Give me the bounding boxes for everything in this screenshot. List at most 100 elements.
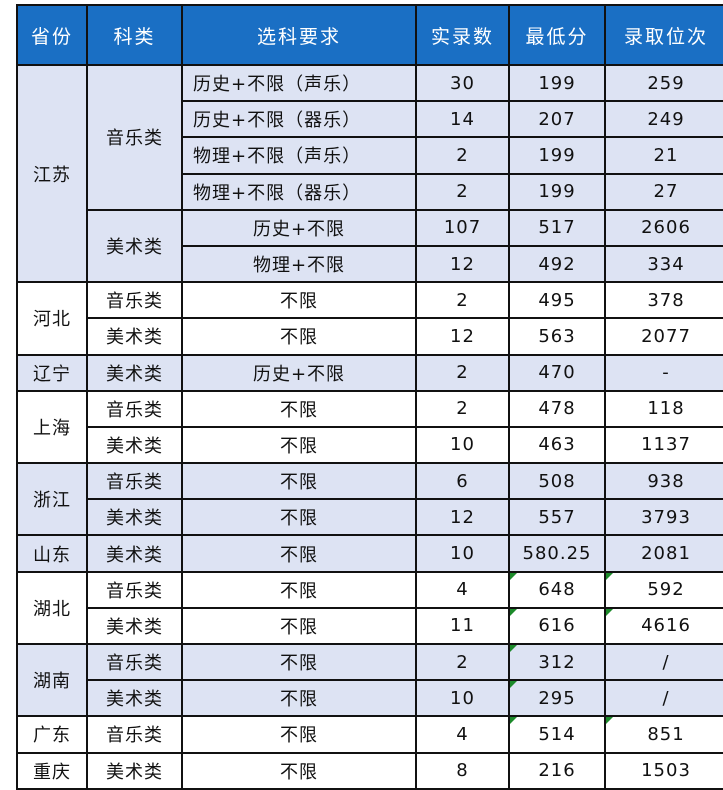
count-cell: 12	[415, 317, 510, 356]
min-score-cell: 199	[508, 63, 606, 103]
requirement-cell: 不限	[181, 498, 417, 537]
category-cell: 美术类	[86, 208, 183, 284]
min-score-cell: 517	[508, 208, 606, 247]
rank-cell: 4616	[604, 606, 723, 646]
count-cell: 12	[415, 498, 510, 537]
rank-cell: 334	[604, 244, 723, 284]
count-cell: 2	[415, 389, 510, 428]
header-min-score: 最低分	[508, 4, 606, 66]
category-cell: 音乐类	[86, 64, 183, 211]
table-row: 物理+不限（器乐） 2 199 27	[17, 172, 723, 211]
min-score-cell: 580.25	[508, 534, 606, 573]
table-row: 河北 音乐类 不限 2 495 378	[16, 281, 723, 356]
table-row: 美术类 不限 10 295/	[17, 679, 723, 718]
count-cell: 2	[415, 281, 510, 320]
table-row: 美术类 不限 10 463 1137	[17, 425, 723, 465]
min-score-cell: 616	[508, 606, 606, 646]
table-row: 江苏 音乐类 历史+不限（声乐） 30 199 259	[16, 63, 723, 284]
category-cell: 音乐类	[86, 715, 183, 754]
category-cell: 美术类	[86, 353, 183, 392]
requirement-cell: 历史+不限	[181, 208, 417, 247]
table-row: 物理+不限（声乐） 2 199 21	[17, 136, 723, 175]
requirement-cell: 不限	[181, 425, 417, 465]
province-cell: 浙江	[16, 462, 88, 537]
count-cell: 2	[415, 172, 510, 211]
count-cell: 10	[415, 534, 510, 573]
rank-cell: 21	[604, 136, 723, 175]
rank-cell: 2606	[604, 208, 723, 247]
min-score-cell: 508	[508, 462, 606, 501]
requirement-cell: 不限	[181, 751, 417, 790]
table-row: 湖北 音乐类 不限 4 648 592	[16, 570, 723, 646]
table-row: 广东 音乐类 不限 4 514 851	[16, 715, 723, 754]
header-rank: 录取位次	[604, 4, 723, 66]
province-cell: 辽宁	[16, 353, 88, 392]
min-score-cell: 470	[508, 353, 606, 392]
rank-cell: 1503	[604, 751, 723, 790]
table-row: 山东 美术类 不限 10 580.25 2081	[16, 534, 723, 573]
rank-cell: 3793	[604, 498, 723, 537]
table-row: 重庆 美术类 不限 8 216 1503	[16, 751, 723, 790]
min-score-cell: 295	[508, 679, 606, 718]
requirement-cell: 历史+不限	[181, 353, 417, 392]
table-row: 美术类 不限 12 557 3793	[17, 498, 723, 537]
category-cell: 美术类	[86, 425, 183, 465]
min-score-cell: 216	[508, 751, 606, 790]
requirement-cell: 物理+不限（声乐）	[181, 136, 417, 175]
header-category: 科类	[86, 4, 183, 66]
count-cell: 107	[415, 208, 510, 247]
province-cell: 江苏	[16, 63, 88, 284]
category-cell: 音乐类	[86, 642, 183, 682]
requirement-cell: 物理+不限（器乐）	[181, 172, 417, 211]
requirement-cell: 历史+不限（器乐）	[181, 100, 417, 139]
province-cell: 湖北	[16, 570, 88, 646]
count-cell: 30	[415, 63, 510, 103]
header-province: 省份	[16, 4, 88, 66]
requirement-cell: 不限	[181, 317, 417, 356]
count-cell: 11	[415, 606, 510, 646]
min-score-cell: 648	[508, 570, 606, 609]
province-cell: 山东	[16, 534, 88, 573]
min-score-cell: 557	[508, 498, 606, 537]
rank-cell: 2081	[604, 534, 723, 573]
min-score-cell: 563	[508, 317, 606, 356]
rank-cell: 249	[604, 100, 723, 139]
count-cell: 12	[415, 244, 510, 284]
rank-cell: 2077	[604, 317, 723, 356]
rank-cell: /	[604, 679, 723, 718]
table-row: 美术类 不限 12 563 2077	[17, 317, 723, 356]
requirement-cell: 不限	[181, 281, 417, 320]
rank-cell: 118	[604, 389, 723, 428]
category-cell: 美术类	[86, 606, 183, 646]
category-cell: 美术类	[86, 317, 183, 356]
requirement-cell: 不限	[181, 570, 417, 609]
admission-table: 省份 科类 选科要求 实录数 最低分 录取位次 江苏 音乐类 历史+不限（声乐） 30…	[16, 4, 723, 790]
requirement-cell: 物理+不限	[181, 244, 417, 284]
min-score-cell: 207	[508, 100, 606, 139]
count-cell: 4	[415, 570, 510, 609]
count-cell: 6	[415, 462, 510, 501]
category-cell: 美术类	[86, 534, 183, 573]
province-cell: 上海	[16, 389, 88, 465]
rank-cell: 1137	[604, 425, 723, 465]
category-cell: 美术类	[86, 751, 183, 790]
min-score-cell: 495	[508, 281, 606, 320]
category-cell: 音乐类	[86, 570, 183, 609]
table-row: 历史+不限（器乐） 14 207 249	[17, 100, 723, 139]
requirement-cell: 历史+不限（声乐）	[181, 63, 417, 103]
count-cell: 14	[415, 100, 510, 139]
count-cell: 2	[415, 136, 510, 175]
table-row: 浙江 音乐类 不限 6 508 938	[16, 462, 723, 537]
min-score-cell: 514	[508, 715, 606, 754]
table-row: 物理+不限 12 492 334	[17, 244, 723, 284]
category-cell: 美术类	[86, 498, 183, 537]
count-cell: 10	[415, 679, 510, 718]
table-row: 上海 音乐类 不限 2 478 118	[16, 389, 723, 465]
province-cell: 湖南	[16, 642, 88, 718]
requirement-cell: 不限	[181, 462, 417, 501]
table-row: 辽宁 美术类 历史+不限 2 470-	[16, 353, 723, 392]
count-cell: 10	[415, 425, 510, 465]
table-row: 美术类 不限 11 616 4616	[17, 606, 723, 646]
rank-cell: 378	[604, 281, 723, 320]
count-cell: 2	[415, 353, 510, 392]
